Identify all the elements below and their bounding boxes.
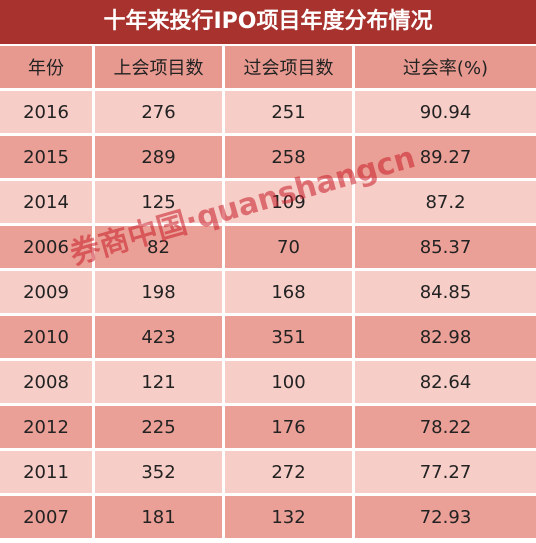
table-cell: 125 [95, 181, 225, 226]
table-cell: 85.37 [355, 226, 536, 271]
table-cell: 89.27 [355, 136, 536, 181]
table-row: 2007 181 132 72.93 [0, 496, 536, 541]
table-cell: 176 [225, 406, 355, 451]
table-cell: 225 [95, 406, 225, 451]
table-cell: 121 [95, 361, 225, 406]
table-row: 2015 289 258 89.27 [0, 136, 536, 181]
table-cell: 132 [225, 496, 355, 541]
table-cell: 78.22 [355, 406, 536, 451]
table-cell: 90.94 [355, 91, 536, 136]
table-row: 2008 121 100 82.64 [0, 361, 536, 406]
table-row: 2012 225 176 78.22 [0, 406, 536, 451]
table-cell: 168 [225, 271, 355, 316]
header-cell: 过会率(%) [355, 46, 536, 91]
table-cell: 272 [225, 451, 355, 496]
table-cell: 72.93 [355, 496, 536, 541]
table-cell: 2008 [0, 361, 95, 406]
table-cell: 198 [95, 271, 225, 316]
table-cell: 2016 [0, 91, 95, 136]
table-cell: 82.98 [355, 316, 536, 361]
table-row: 2014 125 109 87.2 [0, 181, 536, 226]
table-cell: 2007 [0, 496, 95, 541]
table-cell: 82 [95, 226, 225, 271]
table-cell: 351 [225, 316, 355, 361]
header-cell: 上会项目数 [95, 46, 225, 91]
table-cell: 77.27 [355, 451, 536, 496]
table-cell: 2014 [0, 181, 95, 226]
table-cell: 2006 [0, 226, 95, 271]
table-row: 2009 198 168 84.85 [0, 271, 536, 316]
table-cell: 289 [95, 136, 225, 181]
table-cell: 2010 [0, 316, 95, 361]
table-title: 十年来投行IPO项目年度分布情况 [0, 0, 536, 44]
table-cell: 423 [95, 316, 225, 361]
table-row: 2010 423 351 82.98 [0, 316, 536, 361]
table-cell: 181 [95, 496, 225, 541]
table-row: 2006 82 70 85.37 [0, 226, 536, 271]
table-cell: 87.2 [355, 181, 536, 226]
table-cell: 276 [95, 91, 225, 136]
table-cell: 2011 [0, 451, 95, 496]
table-cell: 352 [95, 451, 225, 496]
table-cell: 100 [225, 361, 355, 406]
table-cell: 251 [225, 91, 355, 136]
header-cell: 年份 [0, 46, 95, 91]
table-cell: 2015 [0, 136, 95, 181]
table-row: 2011 352 272 77.27 [0, 451, 536, 496]
table-cell: 84.85 [355, 271, 536, 316]
header-cell: 过会项目数 [225, 46, 355, 91]
table-cell: 2012 [0, 406, 95, 451]
table-cell: 82.64 [355, 361, 536, 406]
table-row: 2016 276 251 90.94 [0, 91, 536, 136]
table-cell: 2009 [0, 271, 95, 316]
table-cell: 258 [225, 136, 355, 181]
data-table: 年份 上会项目数 过会项目数 过会率(%) 2016 276 251 90.94 2015 289… [0, 46, 536, 541]
table-cell: 109 [225, 181, 355, 226]
header-row: 年份 上会项目数 过会项目数 过会率(%) [0, 46, 536, 91]
table-cell: 70 [225, 226, 355, 271]
